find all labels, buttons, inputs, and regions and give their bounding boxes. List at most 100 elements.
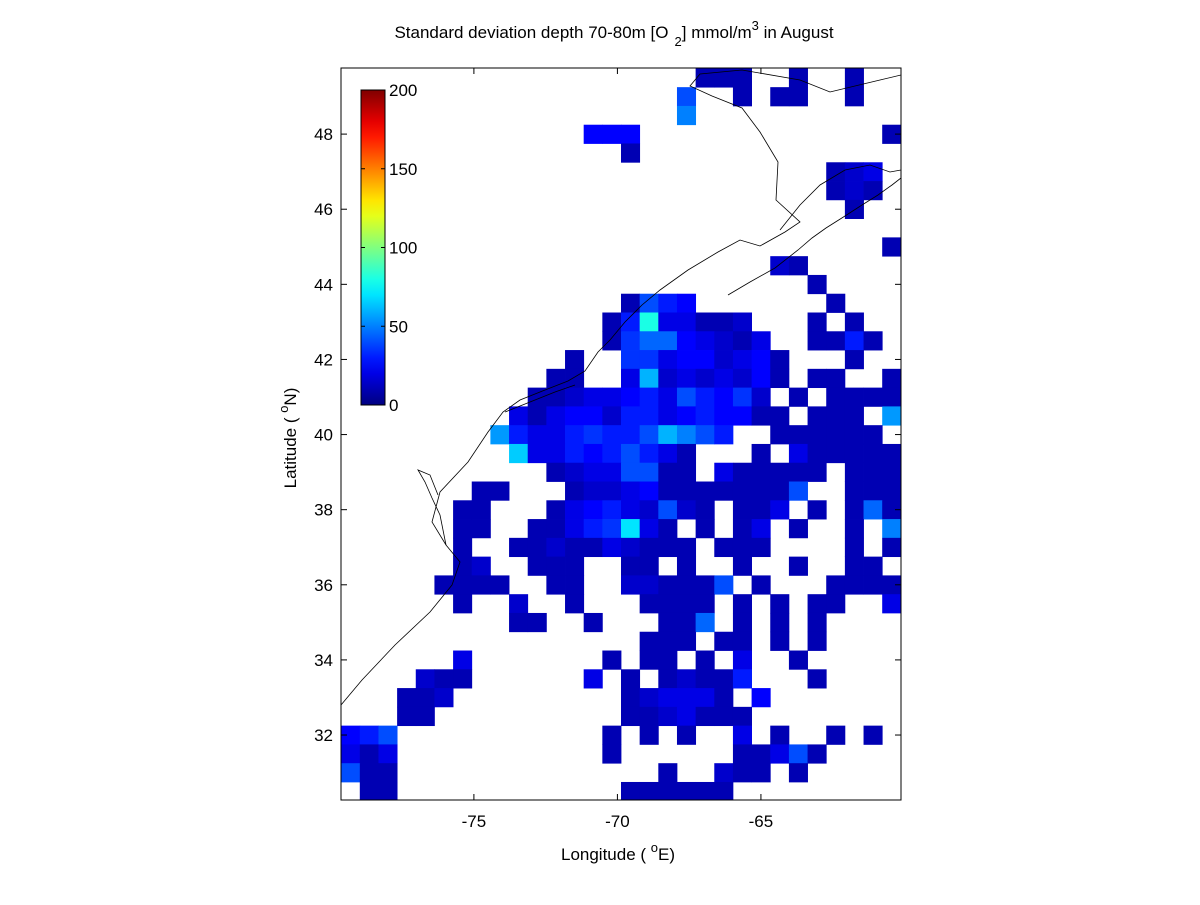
heatmap-cell [732, 763, 752, 783]
heatmap-cell [527, 387, 547, 407]
heatmap-cell [863, 481, 883, 501]
heatmap-cell [602, 519, 622, 539]
heatmap-cell [658, 650, 678, 670]
heatmap-cell [788, 556, 808, 576]
heatmap-cell [732, 350, 752, 370]
heatmap-cell [546, 425, 566, 445]
heatmap-cell [714, 387, 734, 407]
heatmap-cell [714, 706, 734, 727]
heatmap-cell [602, 725, 622, 745]
heatmap-cell [714, 68, 734, 88]
heatmap-cell [546, 387, 566, 407]
heatmap-cell [844, 519, 864, 539]
heatmap-cell [621, 537, 641, 558]
heatmap-cell [639, 387, 659, 407]
heatmap-cell [676, 462, 697, 482]
heatmap-cell [882, 387, 901, 407]
heatmap-cell [602, 500, 622, 520]
heatmap-cell [658, 293, 678, 313]
heatmap-cell [732, 387, 752, 407]
heatmap-cell [807, 612, 827, 633]
heatmap-cell [658, 688, 678, 708]
heatmap-cell [751, 481, 771, 501]
heatmap-cell [509, 594, 529, 614]
heatmap-cell [546, 368, 566, 389]
heatmap-cell [676, 669, 697, 689]
heatmap-cell [732, 406, 752, 426]
heatmap-cell [770, 612, 790, 633]
heatmap-cell [471, 481, 491, 501]
heatmap-cell [714, 350, 734, 370]
heatmap-cell [621, 462, 641, 482]
heatmap-cell [583, 519, 603, 539]
heatmap-cell [415, 706, 435, 727]
heatmap-cell [639, 350, 659, 370]
heatmap-cell [658, 594, 678, 614]
heatmap-cell [788, 462, 808, 482]
heatmap-cell [621, 575, 641, 595]
heatmap-cell [732, 481, 752, 501]
colorbar-tick-label: 0 [389, 396, 398, 415]
heatmap-cell [527, 406, 547, 426]
heatmap-cell [807, 368, 827, 389]
heatmap-cell [770, 725, 790, 745]
heatmap-cell [882, 406, 901, 426]
heatmap-cell [788, 443, 808, 464]
heatmap-cell [583, 537, 603, 558]
heatmap-cell [565, 425, 585, 445]
heatmap-cell [714, 425, 734, 445]
heatmap-cell [639, 481, 659, 501]
heatmap-cell [639, 331, 659, 351]
y-tick-label: 42 [314, 350, 333, 369]
chart-title: Standard deviation depth 70-80m [O 2] mmo… [394, 18, 833, 49]
heatmap-cell [732, 87, 752, 107]
heatmap-cell [882, 500, 901, 520]
heatmap-cell [621, 706, 641, 727]
heatmap-cell [677, 801, 696, 820]
heatmap-cell [415, 688, 435, 708]
heatmap-cell [676, 425, 697, 445]
y-tick-label: 48 [314, 125, 333, 144]
heatmap-cell [788, 425, 808, 445]
heatmap-cell [844, 575, 864, 595]
heatmap-cell [826, 387, 846, 407]
heatmap-cell [621, 500, 641, 520]
heatmap-cell [844, 406, 864, 426]
heatmap-cell [714, 781, 734, 800]
heatmap-cell [658, 669, 678, 689]
heatmap-cell [602, 481, 622, 501]
heatmap-cell [621, 443, 641, 464]
heatmap-cell [621, 368, 641, 389]
heatmap-cell [676, 612, 697, 633]
y-tick-label: 44 [314, 275, 333, 294]
heatmap-cell [882, 537, 901, 558]
heatmap-cell [882, 481, 901, 501]
heatmap-cell [658, 801, 677, 820]
heatmap-cell [639, 781, 659, 800]
heatmap-cell [621, 688, 641, 708]
heatmap-cell [509, 406, 529, 426]
heatmap-cell [732, 312, 752, 332]
colorbar-tick-label: 200 [389, 81, 417, 100]
heatmap-cell [565, 500, 585, 520]
heatmap-cell [546, 443, 566, 464]
heatmap-cell [714, 406, 734, 426]
heatmap-cell [788, 387, 808, 407]
heatmap-cell [882, 443, 901, 464]
heatmap-cell [676, 500, 697, 520]
heatmap-cell [807, 462, 827, 482]
heatmap-cell [583, 425, 603, 445]
heatmap-cell [676, 556, 697, 576]
heatmap-cell [714, 688, 734, 708]
heatmap-cell [658, 631, 678, 651]
heatmap-cell [807, 406, 827, 426]
heatmap-cell [676, 725, 697, 745]
heatmap-cell [695, 368, 715, 389]
heatmap-cell [341, 744, 361, 764]
heatmap-cell [509, 537, 529, 558]
coastline-gulf [779, 164, 901, 231]
heatmap-cell [751, 519, 771, 539]
heatmap-cell [751, 575, 771, 595]
x-label-part: Longitude ( [561, 845, 651, 864]
heatmap-cell [341, 725, 361, 745]
